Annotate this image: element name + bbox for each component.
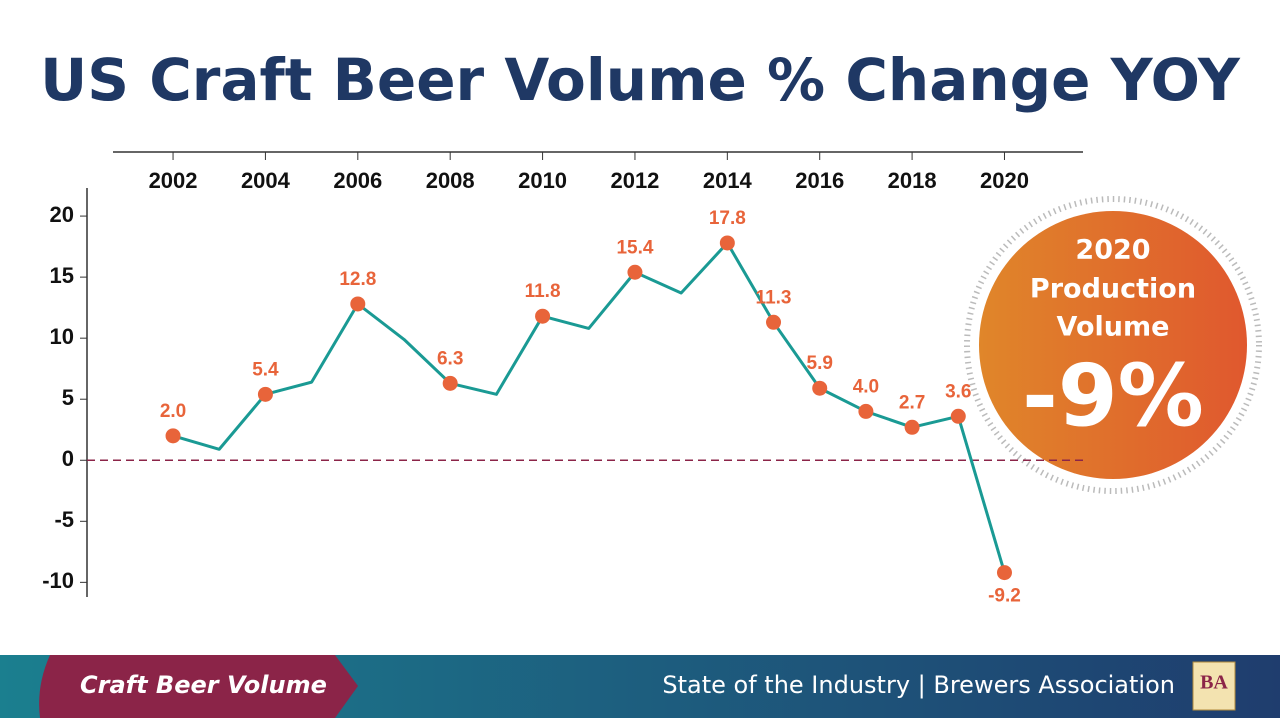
data-point bbox=[535, 308, 551, 324]
data-point bbox=[996, 565, 1012, 581]
data-point bbox=[442, 375, 458, 391]
x-tick-label: 2008 bbox=[426, 168, 475, 193]
badge-text: Production bbox=[1030, 274, 1196, 305]
badge-value: -9% bbox=[1022, 346, 1204, 446]
data-point bbox=[950, 408, 966, 424]
series-line bbox=[172, 241, 1006, 574]
data-point bbox=[627, 264, 643, 280]
y-tick-label: 5 bbox=[62, 385, 74, 410]
badge-text: 2020 bbox=[1075, 235, 1150, 266]
data-point bbox=[257, 386, 273, 402]
data-label: 11.3 bbox=[756, 287, 792, 308]
data-point bbox=[165, 428, 181, 444]
data-label: 5.9 bbox=[807, 353, 833, 374]
x-tick-label: 2012 bbox=[610, 168, 659, 193]
y-tick-label: 0 bbox=[62, 446, 74, 471]
x-tick-label: 2002 bbox=[149, 168, 198, 193]
data-label: 2.7 bbox=[899, 392, 925, 413]
data-label: -9.2 bbox=[988, 586, 1021, 607]
chart-title: US Craft Beer Volume % Change YOY bbox=[40, 46, 1241, 114]
y-tick-label: 10 bbox=[50, 324, 74, 349]
y-tick-label: 15 bbox=[50, 263, 74, 288]
data-label: 15.4 bbox=[616, 237, 653, 258]
footer-source: State of the Industry | Brewers Associat… bbox=[662, 671, 1175, 699]
data-label: 5.4 bbox=[252, 359, 279, 380]
data-point bbox=[858, 403, 874, 419]
x-tick-label: 2014 bbox=[703, 168, 753, 193]
y-tick-label: -5 bbox=[54, 507, 74, 532]
data-label: 11.8 bbox=[525, 281, 561, 302]
x-tick-label: 2010 bbox=[518, 168, 567, 193]
badge-ring bbox=[964, 196, 1262, 494]
y-tick-label: -10 bbox=[42, 568, 74, 593]
data-point bbox=[812, 380, 828, 396]
data-point bbox=[766, 314, 782, 330]
logo-text: BA bbox=[1200, 672, 1228, 694]
data-label: 2.0 bbox=[160, 401, 186, 422]
data-label: 3.6 bbox=[945, 381, 971, 402]
data-label: 6.3 bbox=[437, 348, 463, 369]
x-tick-label: 2016 bbox=[795, 168, 844, 193]
x-tick-label: 2004 bbox=[241, 168, 291, 193]
data-label: 17.8 bbox=[709, 208, 746, 229]
data-point bbox=[904, 419, 920, 435]
y-tick-label: 20 bbox=[50, 202, 74, 227]
data-point bbox=[719, 235, 735, 251]
badge bbox=[979, 211, 1247, 479]
footer-section: Craft Beer Volume bbox=[80, 671, 327, 699]
footer-tab bbox=[39, 655, 358, 718]
data-point bbox=[350, 296, 366, 312]
x-tick-label: 2020 bbox=[980, 168, 1029, 193]
data-label: 12.8 bbox=[339, 269, 376, 290]
x-tick-label: 2006 bbox=[333, 168, 382, 193]
data-label: 4.0 bbox=[853, 376, 879, 397]
x-tick-label: 2018 bbox=[888, 168, 937, 193]
badge-text: Volume bbox=[1057, 312, 1170, 343]
logo bbox=[1192, 661, 1236, 711]
